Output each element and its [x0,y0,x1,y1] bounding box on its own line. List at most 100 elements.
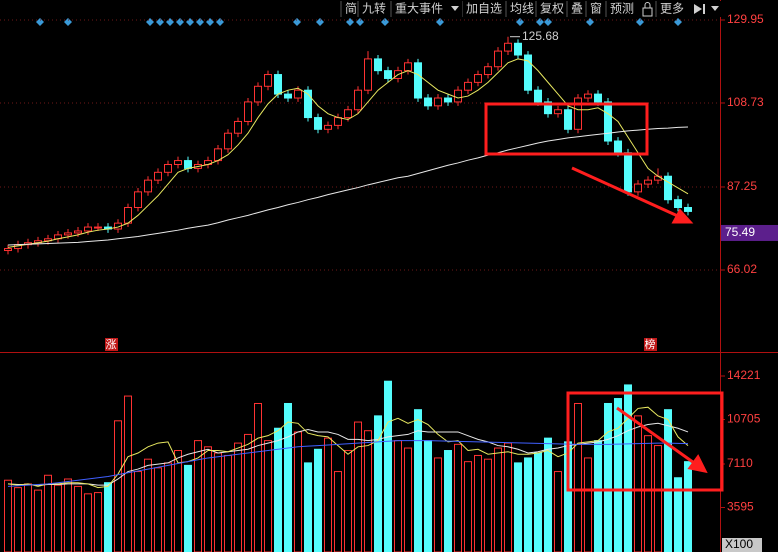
lock-shackle[interactable] [644,2,651,9]
volume-bar [274,427,282,552]
event-marker [636,18,644,26]
candle-body [284,93,292,99]
toolbar-button[interactable]: 均线 [505,1,534,17]
candle-body [304,89,312,119]
volume-bar [424,440,432,552]
volume-bar [174,450,182,552]
toolbar-button[interactable]: 预测 [605,1,634,17]
candle-body [274,74,282,95]
event-marker [436,18,444,26]
volume-bar [544,437,552,552]
volume-bar [334,471,342,552]
volume-bar [534,452,542,552]
event-marker [544,18,552,26]
event-marker [64,18,72,26]
toolbar-icon[interactable] [450,1,462,17]
toolbar-label[interactable]: 更多 [660,2,684,16]
candle-body [174,160,182,165]
volume-bar [94,492,102,552]
y-tick-label: 3595 [727,500,754,514]
toolbar-label[interactable]: 预测 [610,2,634,16]
toolbar-label[interactable]: 窗 [590,2,602,16]
marker-label: 榜 [645,337,656,351]
event-marker [196,18,204,26]
candle-body [224,132,232,150]
candle-body [404,62,412,72]
volume-bar [444,450,452,552]
candle-body [334,117,342,126]
event-marker [381,18,389,26]
volume-bar [644,435,652,552]
volume-bar [594,440,602,552]
toolbar-button[interactable]: 更多 [655,1,684,17]
toolbar-button[interactable]: 重大事件 [390,1,443,17]
toolbar-label[interactable]: 九转 [362,1,386,16]
annotations [484,102,724,492]
volume-bar [164,462,172,552]
toolbar-button[interactable]: 窗 [585,1,602,17]
toolbar-label[interactable]: 简 [345,2,357,16]
toolbar: 简九转 重大事件 加自选 均线 复权叠窗预测 更多 [340,1,721,18]
dropdown-icon[interactable] [451,6,459,11]
toolbar-label[interactable]: 重大事件 [395,2,443,16]
candle-body [414,62,422,99]
volume-bar [354,421,362,552]
highlight-box [484,102,649,156]
lock-icon[interactable] [642,2,653,17]
candle-body [324,124,332,130]
lock-body[interactable] [642,7,653,17]
ma-line [7,440,689,487]
candle-body [574,97,582,130]
candle-body [434,97,442,107]
volume-bar [634,415,642,552]
y-tick-label: 87.25 [727,179,757,193]
toolbar-icon[interactable] [709,1,721,17]
dropdown-icon[interactable] [711,6,719,11]
volume-bar [34,489,42,552]
candle-body [84,226,92,232]
skip-arrow[interactable] [694,4,702,14]
volume-bar [674,477,682,552]
current-price-box [721,224,778,241]
event-marker [176,18,184,26]
arrow-head [671,208,694,224]
toolbar-button[interactable]: 九转 [357,1,386,18]
volume-bar [584,457,592,552]
toolbar-label[interactable]: 复权 [540,2,564,16]
volume-bar [614,398,622,552]
toolbar-label[interactable]: 加自选 [466,2,502,16]
candle-body [154,171,162,181]
volume-bar [664,409,672,552]
skip-icon[interactable] [694,4,705,14]
current-price-label: 75.49 [725,225,755,239]
candle-body [504,42,512,52]
y-tick-label: 108.73 [727,95,764,109]
candle-body [554,109,562,115]
volume-bar [684,461,692,552]
candle-body [344,109,352,119]
toolbar-button[interactable]: 复权 [535,1,564,17]
candle-body [364,58,372,91]
volume-bar [264,440,272,552]
toolbar-label[interactable]: 均线 [510,2,534,16]
toolbar-button[interactable]: 叠 [566,1,583,17]
candle-body [544,101,552,115]
toolbar-label[interactable]: 叠 [571,2,583,16]
volume-bar [304,462,312,552]
candle-body [684,207,692,212]
arrow [571,166,681,219]
event-marker [316,18,324,26]
candle-body [384,70,392,79]
candle-body [94,226,102,229]
toolbar-button[interactable]: 简 [340,1,357,17]
volume-bar [414,409,422,552]
volume-bar [574,402,582,552]
volume-bar [374,415,382,552]
toolbar-button[interactable]: 加自选 [461,1,502,17]
marker-label: 涨 [106,338,117,351]
candle-body [524,54,532,91]
event-marker [293,18,301,26]
event-marker [516,18,524,26]
volume-bar [144,458,152,552]
candle-body [314,117,322,130]
